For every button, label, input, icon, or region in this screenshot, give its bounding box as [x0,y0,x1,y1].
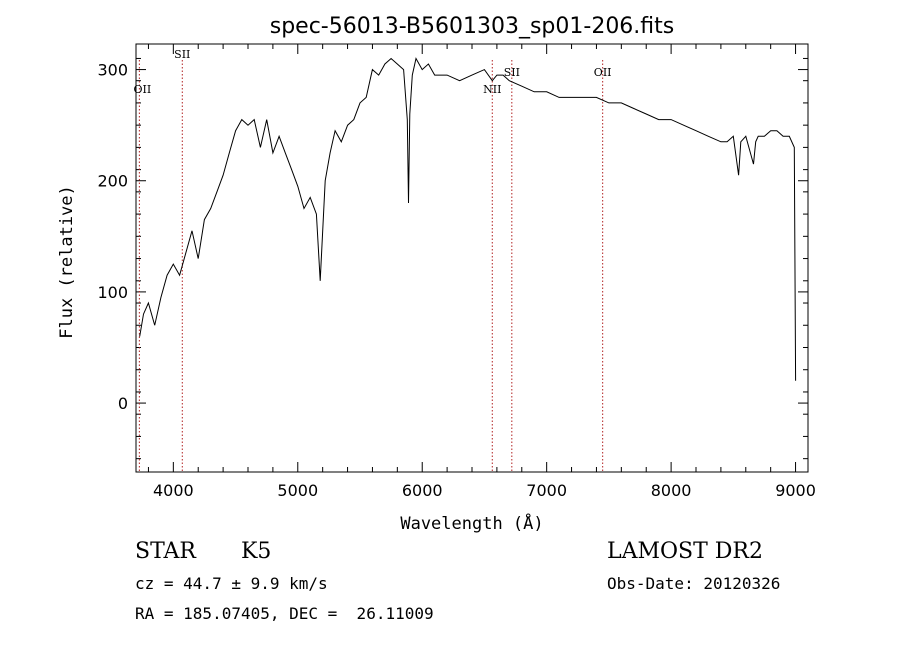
axis-ticks [136,44,808,472]
y-tick-label: 100 [97,283,128,302]
emission-line-label: NII [483,83,501,96]
obs-date: Obs-Date: 20120326 [607,574,781,593]
x-axis-label: Wavelength (Å) [400,512,543,534]
tick-labels: 4000 5000 6000 7000 8000 9000 0 100 200 300 [97,61,815,500]
spectral-subclass: K5 [241,539,272,564]
emission-line-label: SII [174,48,190,61]
chart-title: spec-56013-B5601303_sp01-206.fits [270,14,675,39]
x-tick-label: 6000 [402,481,443,500]
spectral-class: STAR [135,539,196,564]
x-tick-label: 9000 [775,481,816,500]
y-tick-label: 300 [97,61,128,80]
x-tick-label: 4000 [153,481,194,500]
survey-name: LAMOST DR2 [607,539,763,564]
emission-line-label: OII [134,83,152,96]
y-axis-label: Flux (relative) [57,185,77,339]
y-tick-label: 0 [118,394,128,413]
emission-line-label: SII [504,66,520,79]
plot-frame [135,43,809,473]
x-tick-label: 8000 [651,481,692,500]
y-tick-label: 200 [97,172,128,191]
cz-value: cz = 44.7 ± 9.9 km/s [135,574,328,593]
x-tick-label: 7000 [526,481,567,500]
flux-series-line [139,57,797,381]
x-tick-label: 5000 [277,481,318,500]
emission-line-label: OII [594,66,612,79]
ra-dec-value: RA = 185.07405, DEC = 26.11009 [135,604,434,623]
